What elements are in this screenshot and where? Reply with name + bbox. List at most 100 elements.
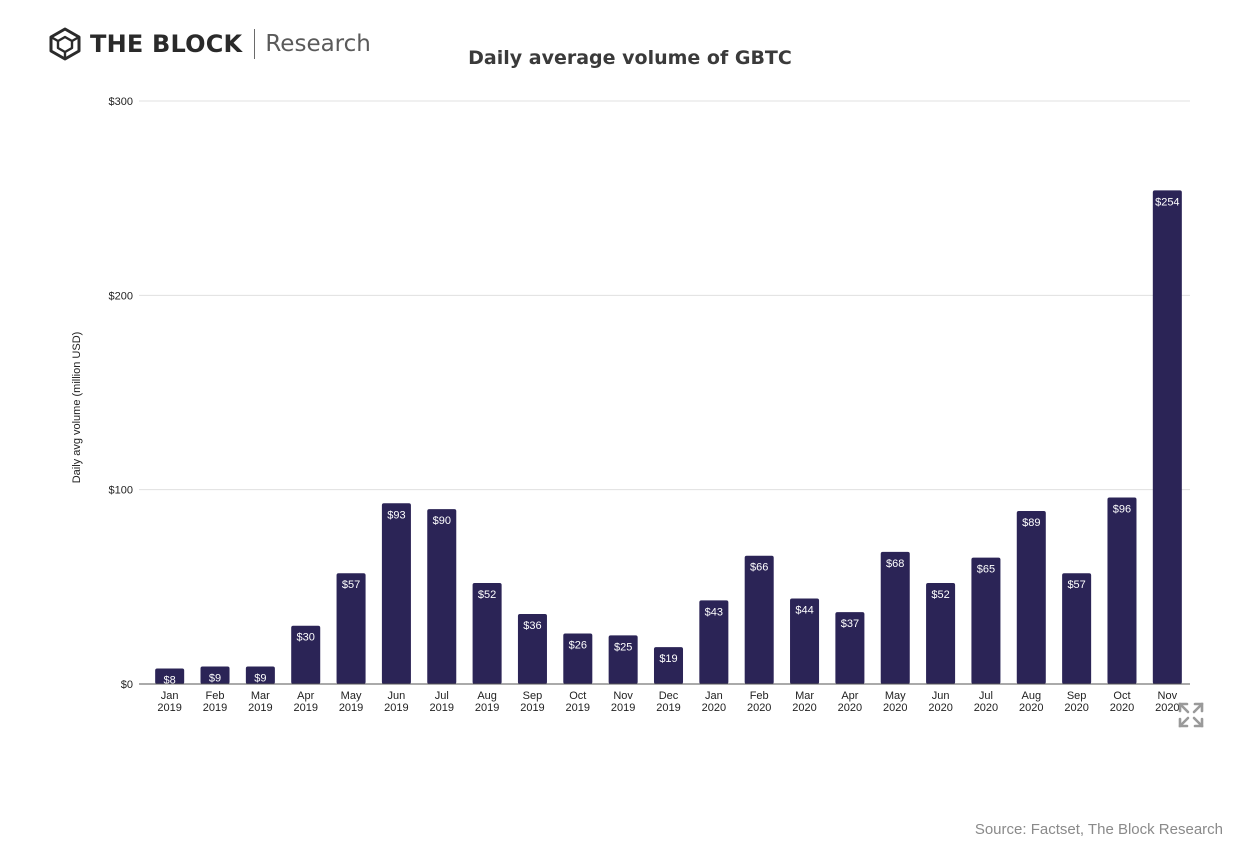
bar — [971, 557, 1001, 684]
x-tick-month: Apr — [297, 690, 314, 702]
brand-logo: THE BLOCK Research — [48, 26, 371, 62]
bar-value-label: $52 — [931, 589, 949, 601]
x-tick-month: Oct — [569, 690, 586, 702]
x-tick-year: 2019 — [293, 702, 317, 714]
x-tick-year: 2019 — [656, 702, 680, 714]
bar — [563, 633, 593, 684]
bar — [336, 573, 366, 684]
bar-value-label: $57 — [342, 579, 360, 591]
bar-value-label: $30 — [297, 632, 315, 644]
x-tick-year: 2019 — [475, 702, 499, 714]
x-tick-month: Jun — [388, 690, 406, 702]
x-tick-year: 2020 — [1019, 702, 1043, 714]
x-tick-year: 2019 — [566, 702, 590, 714]
x-tick-month: Nov — [1158, 690, 1178, 702]
x-tick-month: Jan — [705, 690, 723, 702]
bar-value-label: $52 — [478, 589, 496, 601]
bar — [245, 666, 275, 684]
bar — [381, 503, 411, 684]
cube-logo-icon — [49, 27, 81, 61]
bar — [200, 666, 230, 684]
bar-value-label: $25 — [614, 641, 632, 653]
bar — [880, 551, 910, 684]
y-tick-label: $300 — [109, 96, 133, 108]
bar-value-label: $57 — [1067, 579, 1085, 591]
x-tick-month: Jan — [161, 690, 179, 702]
x-tick-year: 2019 — [384, 702, 408, 714]
bar — [1016, 511, 1046, 684]
x-tick-month: Sep — [523, 690, 543, 702]
x-tick-month: Nov — [613, 690, 633, 702]
x-tick-year: 2020 — [1155, 702, 1179, 714]
bar-chart: $0 $100 $200 $300 Daily avg volume (million … — [71, 96, 1190, 714]
x-tick-month: May — [885, 690, 906, 702]
bar-value-label: $89 — [1022, 517, 1040, 529]
bar — [427, 509, 457, 684]
bar-value-label: $44 — [795, 604, 813, 616]
x-tick-year: 2019 — [157, 702, 181, 714]
x-tick-month: Sep — [1067, 690, 1087, 702]
bar-value-label: $65 — [977, 564, 995, 576]
x-tick-year: 2019 — [430, 702, 454, 714]
x-tick-month: Feb — [206, 690, 225, 702]
x-tick-month: Oct — [1113, 690, 1130, 702]
x-tick-year: 2019 — [203, 702, 227, 714]
bar-value-label: $93 — [387, 509, 405, 521]
y-tick-label: $0 — [121, 679, 133, 691]
bar-value-label: $9 — [254, 673, 266, 685]
x-tick-month: Jul — [435, 690, 449, 702]
x-tick-year: 2019 — [248, 702, 272, 714]
bar-value-label: $96 — [1113, 503, 1131, 515]
bar-value-label: $37 — [841, 618, 859, 630]
x-tick-year: 2019 — [520, 702, 544, 714]
bar — [291, 625, 321, 684]
bar — [835, 612, 865, 684]
expand-icon[interactable] — [1176, 700, 1206, 730]
x-tick-month: Aug — [477, 690, 497, 702]
bar-value-label: $254 — [1155, 196, 1179, 208]
brand-name: THE BLOCK — [90, 30, 243, 58]
x-tick-month: Dec — [659, 690, 679, 702]
bar-value-label: $19 — [659, 653, 677, 665]
x-tick-month: Jun — [932, 690, 950, 702]
x-tick-month: Aug — [1021, 690, 1041, 702]
bar — [744, 555, 774, 684]
brand-divider — [254, 29, 256, 59]
source-note: Source: Factset, The Block Research — [974, 821, 1223, 838]
x-tick-month: Jul — [979, 690, 993, 702]
x-tick-year: 2019 — [339, 702, 363, 714]
bar — [1107, 497, 1137, 684]
x-tick-year: 2020 — [974, 702, 998, 714]
chart-title: Daily average volume of GBTC — [468, 47, 792, 69]
bar — [1152, 190, 1182, 685]
x-tick-year: 2020 — [702, 702, 726, 714]
y-tick-label: $200 — [109, 290, 133, 302]
bar-value-label: $90 — [433, 515, 451, 527]
bar — [517, 614, 547, 684]
x-tick-year: 2020 — [747, 702, 771, 714]
x-tick-year: 2019 — [611, 702, 635, 714]
bar — [926, 582, 956, 684]
x-tick-month: Mar — [251, 690, 270, 702]
bar — [155, 668, 185, 684]
bar — [790, 598, 820, 684]
x-tick-year: 2020 — [838, 702, 862, 714]
bar-value-label: $68 — [886, 558, 904, 570]
x-tick-month: Feb — [750, 690, 769, 702]
y-tick-label: $100 — [109, 485, 133, 497]
x-tick-year: 2020 — [883, 702, 907, 714]
y-axis-label: Daily avg volume (million USD) — [71, 332, 83, 484]
brand-subtitle: Research — [265, 31, 371, 57]
bar-value-label: $26 — [569, 639, 587, 651]
bar-value-label: $9 — [209, 673, 221, 685]
bar-value-label: $43 — [705, 606, 723, 618]
bar — [699, 600, 729, 684]
x-tick-year: 2020 — [1110, 702, 1134, 714]
x-tick-year: 2020 — [792, 702, 816, 714]
bar-value-label: $66 — [750, 562, 768, 574]
bar — [472, 582, 502, 684]
x-tick-month: Apr — [841, 690, 858, 702]
x-tick-year: 2020 — [928, 702, 952, 714]
x-tick-year: 2020 — [1064, 702, 1088, 714]
bar-value-label: $8 — [164, 674, 176, 686]
